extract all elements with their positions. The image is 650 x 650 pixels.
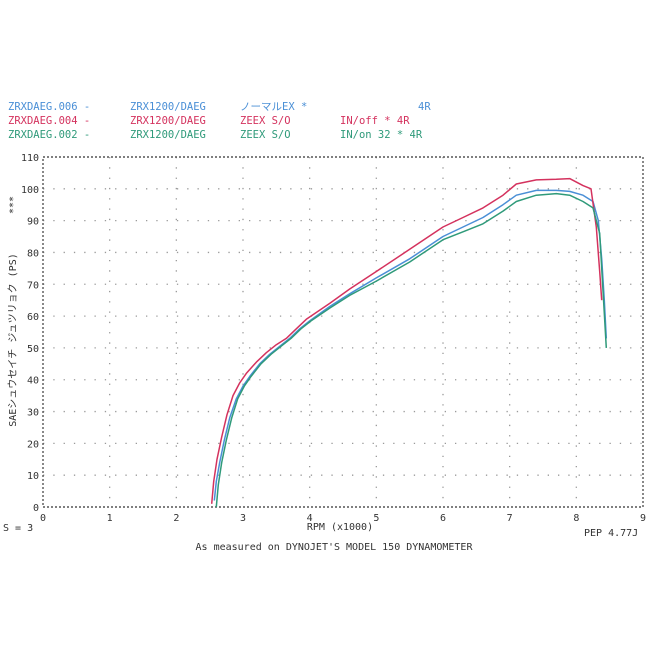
legend-model: ZRX1200/DAEG <box>130 129 206 141</box>
legend: ZRXDAEG.006 - ZRX1200/DAEG ノーマルEX * 4RZRXDA… <box>8 101 431 141</box>
y-tick-label: 50 <box>27 344 39 355</box>
plot-frame <box>42 156 644 508</box>
y-tick-label: 30 <box>27 408 39 419</box>
legend-spec: ZEEX S/O <box>240 129 291 141</box>
legend-spec: ノーマルEX * <box>240 101 307 113</box>
y-axis-label: SAEシュウセイチ ジュツリョク (PS) <box>7 253 19 427</box>
y-tick-label: 20 <box>27 439 39 450</box>
x-tick-label: 7 <box>507 513 513 524</box>
x-tick-label: 4 <box>307 513 313 524</box>
smoothing-note: S = 3 <box>3 523 33 534</box>
x-tick-label: 6 <box>440 513 446 524</box>
x-tick-label: 2 <box>173 513 179 524</box>
legend-model: ZRX1200/DAEG <box>130 101 206 113</box>
x-tick-label: 9 <box>640 513 646 524</box>
y-tick-label: 60 <box>27 312 39 323</box>
x-axis-label: RPM (x1000) <box>307 522 373 533</box>
x-tick-label: 5 <box>373 513 379 524</box>
software-version-note: PEP 4.77J <box>584 528 638 539</box>
series-line-ZRXDAEG.004 <box>210 177 603 504</box>
series-lines <box>210 177 608 508</box>
series-line-ZRXDAEG.002 <box>215 192 608 508</box>
legend-model: ZRX1200/DAEG <box>130 115 206 127</box>
x-tick-label: 1 <box>107 513 113 524</box>
x-tick-label: 0 <box>40 513 46 524</box>
y-tick-label: 10 <box>27 471 39 482</box>
y-axis-label-marks: *** <box>8 196 19 214</box>
x-tick-label: 3 <box>240 513 246 524</box>
grid <box>43 157 643 507</box>
legend-entry: ZRXDAEG.004 - ZRX1200/DAEG ZEEX S/O IN/off … <box>8 115 410 127</box>
legend-entry: ZRXDAEG.006 - ZRX1200/DAEG ノーマルEX * 4R <box>8 101 431 113</box>
dynamometer-caption: As measured on DYNOJET'S MODEL 150 DYNAM… <box>196 542 474 553</box>
legend-note: 4R <box>418 101 431 113</box>
y-tick-label: 0 <box>33 503 39 514</box>
y-tick-label: 70 <box>27 280 39 291</box>
y-tick-label: 110 <box>21 153 39 164</box>
y-tick-label: 100 <box>21 185 39 196</box>
legend-note: IN/on 32 * 4R <box>340 129 423 141</box>
y-tick-label: 90 <box>27 217 39 228</box>
legend-entry: ZRXDAEG.002 - ZRX1200/DAEG ZEEX S/O IN/on 3… <box>8 129 423 141</box>
y-tick-label: 40 <box>27 376 39 387</box>
legend-run: ZRXDAEG.002 - <box>8 129 90 141</box>
legend-run: ZRXDAEG.004 - <box>8 115 90 127</box>
y-tick-label: 80 <box>27 248 39 259</box>
axis-labels: RPM (x1000) SAEシュウセイチ ジュツリョク (PS) *** S … <box>3 196 638 553</box>
legend-spec: ZEEX S/O <box>240 115 291 127</box>
x-tick-label: 8 <box>573 513 579 524</box>
series-line-ZRXDAEG.006 <box>213 189 608 501</box>
legend-run: ZRXDAEG.006 - <box>8 101 90 113</box>
legend-note: IN/off * 4R <box>340 115 410 127</box>
